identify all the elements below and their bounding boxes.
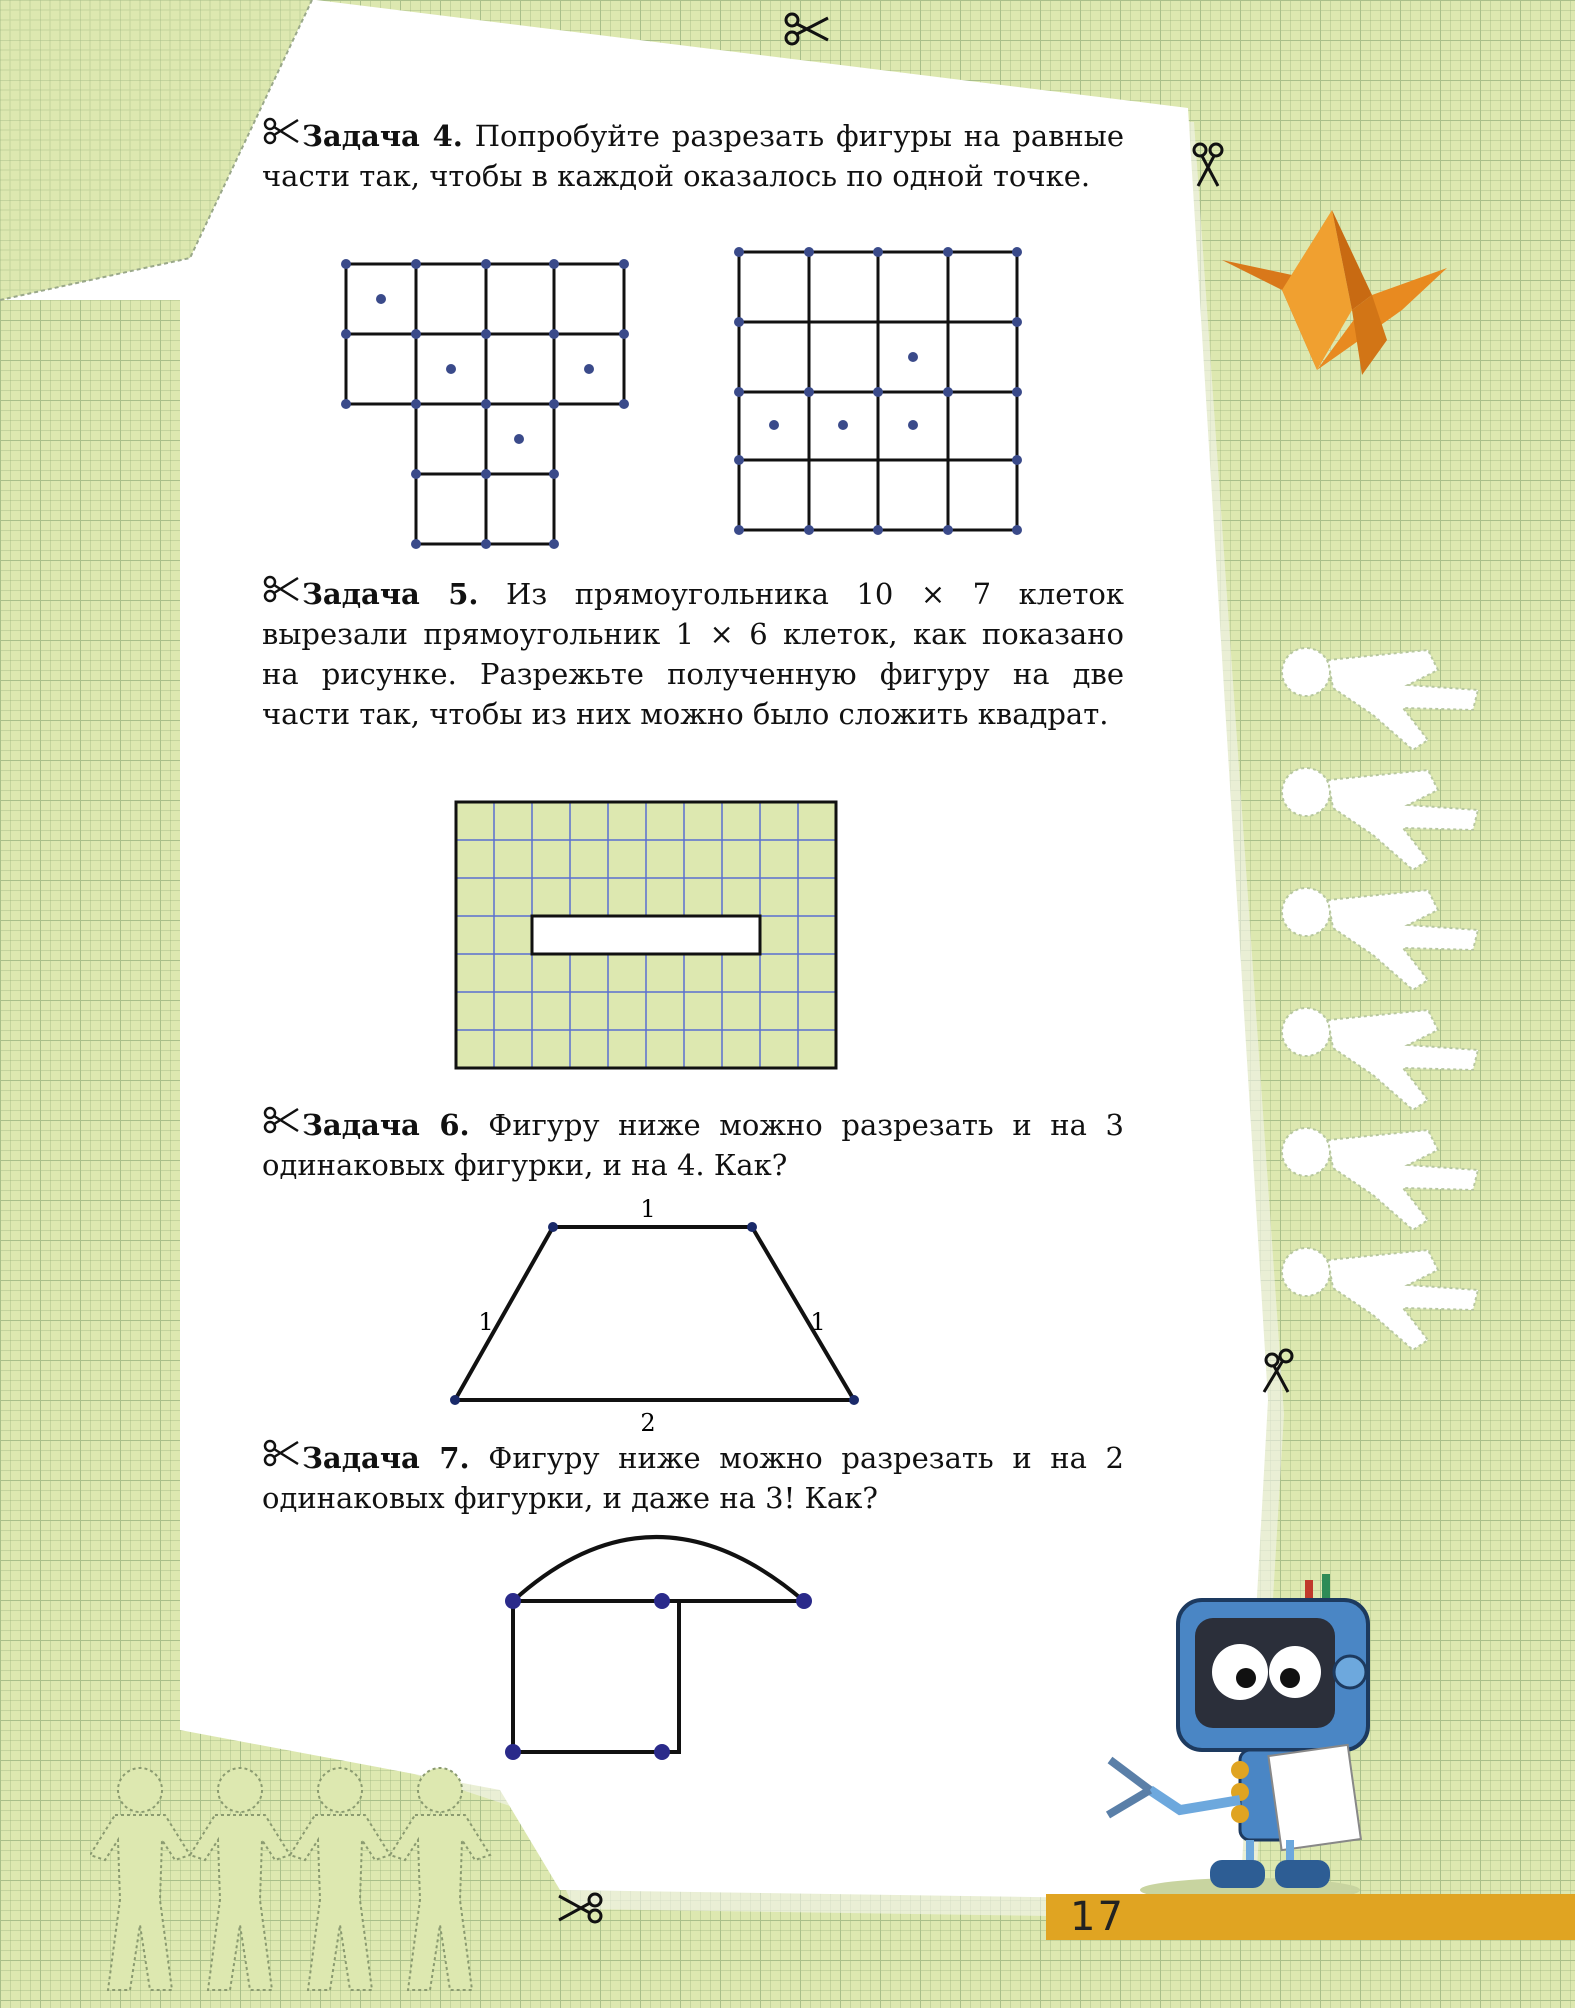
task-4-figure-t-shape [341,259,629,549]
scissors-icon [784,12,829,46]
task-7-title: Задача 7. [302,1441,470,1475]
scissors-icon [262,574,300,614]
scissors-icon [1192,142,1224,187]
task-6-text: Фигуру ниже можно разрезать и на 3 одина… [262,1108,1124,1182]
trapezoid-label-right: 1 [810,1308,825,1336]
task-5-figure-rectangle [454,800,838,1070]
scissors-icon [262,116,300,156]
task-7-figure-square-arc [505,1535,812,1760]
trapezoid-label-bottom: 2 [640,1409,655,1435]
scissors-icon [262,1105,300,1145]
task-7-text: Фигуру ниже можно разрезать и на 2 одина… [262,1441,1124,1515]
grid-flap-topleft [0,0,313,301]
trapezoid-label-top: 1 [640,1195,655,1223]
task-4-text: Попробуйте разрезать фигуры на равные ча… [262,119,1125,193]
scissors-icon [1262,1348,1294,1393]
scissors-icon [558,1892,603,1924]
task-4-title: Задача 4. [302,119,463,153]
paper-crane-icon [1222,210,1447,375]
page-number: 17 [1070,1894,1125,1940]
robot-mascot-icon [1105,1574,1370,1902]
task-5-text: Из прямоугольника 10 × 7 клеток вырезали… [262,577,1125,731]
paper-doll-chain-icon [1281,647,1480,1351]
paper-doll-chain-icon [90,1767,491,1991]
task-6-title: Задача 6. [302,1108,470,1142]
trapezoid-label-left: 1 [478,1308,493,1336]
page-number-bar: 17 [1046,1894,1575,1940]
task-4-figure-square [734,247,1022,535]
task-5-title: Задача 5. [302,577,479,611]
task-6-figure-trapezoid: 1 1 1 2 [450,1195,859,1435]
scissors-icon [262,1438,300,1478]
